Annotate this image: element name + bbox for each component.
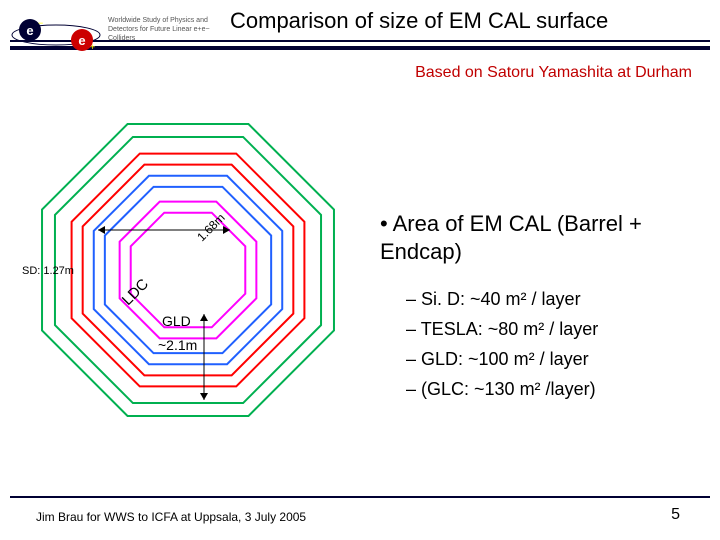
- svg-text:GLD: GLD: [162, 313, 191, 329]
- svg-text:+: +: [90, 42, 95, 52]
- bullet-item: GLD: ~100 m² / layer: [406, 344, 710, 374]
- bullet-block: Area of EM CAL (Barrel + Endcap) Si. D: …: [380, 210, 710, 404]
- svg-text:~2.1m: ~2.1m: [158, 337, 197, 353]
- footer-credit: Jim Brau for WWS to ICFA at Uppsala, 3 J…: [36, 510, 306, 524]
- svg-text:1.68m: 1.68m: [194, 211, 227, 244]
- octagon-diagram: SD: 1.27mLDC1.68mGLD~2.1m: [18, 100, 358, 440]
- logo-block: e − e + Worldwide Study of Physics and D…: [8, 18, 218, 62]
- bullet-item: Si. D: ~40 m² / layer: [406, 284, 710, 314]
- page-number: 5: [671, 506, 680, 524]
- slide: Comparison of size of EM CAL surface e −…: [0, 0, 720, 540]
- slide-title: Comparison of size of EM CAL surface: [230, 8, 608, 34]
- svg-text:e: e: [26, 23, 33, 38]
- octagon-svg: SD: 1.27mLDC1.68mGLD~2.1m: [18, 100, 358, 440]
- svg-text:−: −: [38, 18, 43, 28]
- svg-text:SD: 1.27m: SD: 1.27m: [22, 265, 74, 277]
- footer-rule: [10, 496, 710, 498]
- svg-text:e: e: [78, 33, 85, 48]
- bullet-item: TESLA: ~80 m² / layer: [406, 314, 710, 344]
- subtitle: Based on Satoru Yamashita at Durham: [415, 64, 692, 82]
- bullet-main: Area of EM CAL (Barrel + Endcap): [380, 210, 710, 266]
- bullet-item: (GLC: ~130 m² /layer): [406, 374, 710, 404]
- logo-caption: Worldwide Study of Physics and Detectors…: [108, 16, 228, 43]
- ee-logo-icon: e − e +: [8, 16, 104, 54]
